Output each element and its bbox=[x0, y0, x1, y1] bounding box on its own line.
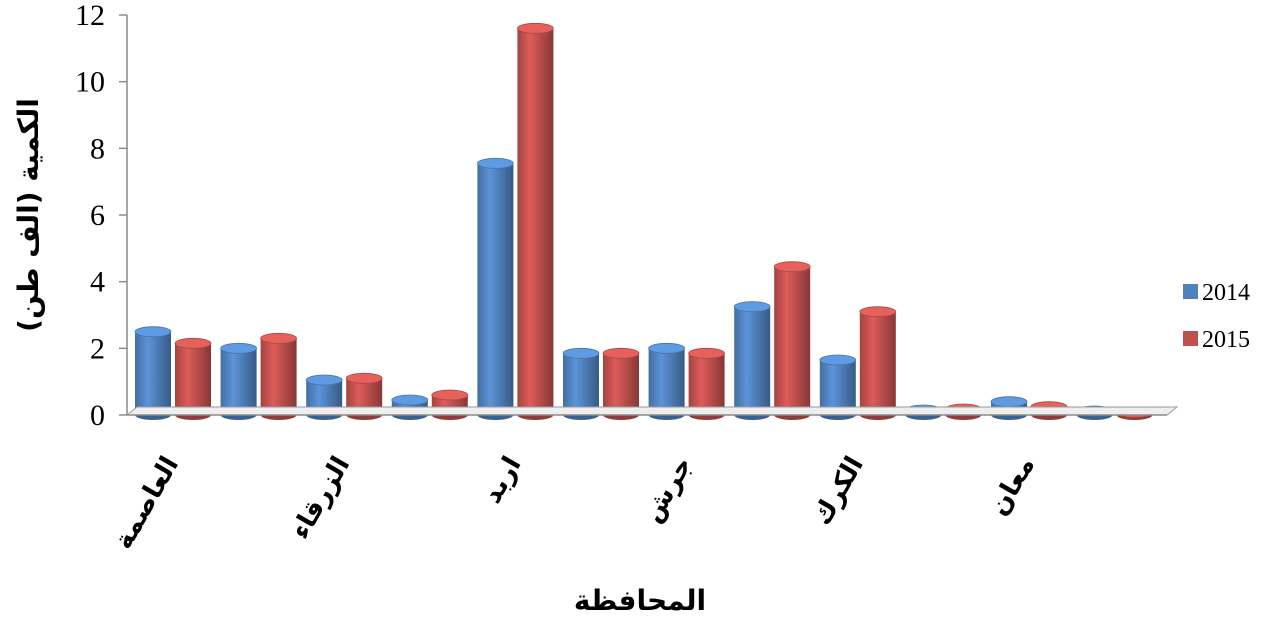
legend: 2014 2015 bbox=[1183, 280, 1250, 353]
y-tick-label: 12 bbox=[75, 0, 105, 32]
bar-2015-6 bbox=[688, 347, 725, 420]
y-tick-label: 2 bbox=[90, 332, 105, 365]
x-category-label: معان bbox=[984, 452, 1041, 521]
legend-label-2014: 2014 bbox=[1202, 280, 1250, 306]
bar-2014-5 bbox=[562, 347, 600, 420]
bar-2014-4 bbox=[476, 157, 514, 420]
legend-label-2015: 2015 bbox=[1202, 327, 1250, 353]
y-tick-label: 0 bbox=[90, 399, 105, 432]
x-category-label: الكرك bbox=[807, 452, 870, 531]
bar-2014-7 bbox=[733, 301, 771, 420]
x-category-label: الزرقاء bbox=[285, 452, 356, 545]
bars-layer bbox=[134, 22, 1153, 420]
x-category-label: العاصمة bbox=[108, 452, 185, 555]
legend-swatch-2015 bbox=[1183, 331, 1198, 346]
y-tick-label: 6 bbox=[90, 199, 105, 232]
y-axis-title: الكمية (الف طن) bbox=[12, 98, 45, 332]
x-category-label: جرش bbox=[637, 452, 698, 528]
chart-floor bbox=[125, 406, 1179, 416]
bar-2015-5 bbox=[602, 347, 640, 420]
y-tick-label: 8 bbox=[90, 132, 105, 165]
y-tick-label: 4 bbox=[90, 266, 105, 299]
x-category-label: اربد bbox=[477, 452, 527, 509]
x-category-labels: العاصمة الزرقاء اربد جرش الكرك معان bbox=[108, 452, 1041, 555]
x-axis-title: المحافظة bbox=[574, 584, 706, 617]
bar-2014-0 bbox=[134, 326, 172, 420]
legend-swatch-2014 bbox=[1183, 284, 1198, 299]
y-tick-label: 10 bbox=[75, 66, 105, 99]
bar-2015-7 bbox=[773, 261, 811, 420]
y-ticks: 0 2 4 6 8 10 12 bbox=[75, 0, 127, 432]
bar-2015-8 bbox=[859, 306, 897, 420]
bar-2015-4 bbox=[517, 22, 554, 420]
